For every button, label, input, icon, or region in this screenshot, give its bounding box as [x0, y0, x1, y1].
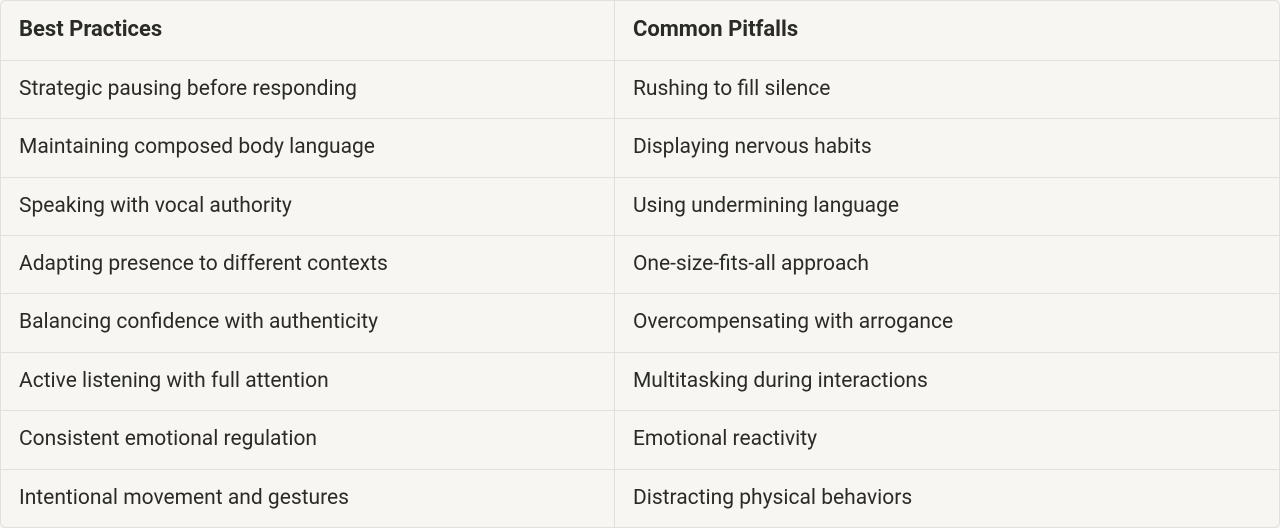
pitfall-cell: Rushing to fill silence: [614, 60, 1279, 118]
best-practice-cell: Speaking with vocal authority: [1, 177, 614, 235]
table-row: Active listening with full attention Mul…: [1, 352, 1279, 410]
best-practice-cell: Strategic pausing before responding: [1, 60, 614, 118]
table-row: Intentional movement and gestures Distra…: [1, 469, 1279, 527]
column-header-common-pitfalls: Common Pitfalls: [614, 1, 1279, 60]
table-header-row: Best Practices Common Pitfalls: [1, 1, 1279, 60]
pitfall-cell: Using undermining language: [614, 177, 1279, 235]
table-row: Adapting presence to different contexts …: [1, 235, 1279, 293]
pitfall-cell: Emotional reactivity: [614, 411, 1279, 469]
best-practice-cell: Consistent emotional regulation: [1, 411, 614, 469]
pitfall-cell: One-size-fits-all approach: [614, 235, 1279, 293]
best-practice-cell: Balancing confidence with authenticity: [1, 294, 614, 352]
table-row: Strategic pausing before responding Rush…: [1, 60, 1279, 118]
pitfall-cell: Overcompensating with arrogance: [614, 294, 1279, 352]
best-practice-cell: Adapting presence to different contexts: [1, 235, 614, 293]
table-row: Balancing confidence with authenticity O…: [1, 294, 1279, 352]
best-practice-cell: Maintaining composed body language: [1, 119, 614, 177]
comparison-table: Best Practices Common Pitfalls Strategic…: [1, 1, 1279, 527]
column-header-best-practices: Best Practices: [1, 1, 614, 60]
pitfall-cell: Distracting physical behaviors: [614, 469, 1279, 527]
best-practice-cell: Intentional movement and gestures: [1, 469, 614, 527]
pitfall-cell: Displaying nervous habits: [614, 119, 1279, 177]
pitfall-cell: Multitasking during interactions: [614, 352, 1279, 410]
best-practice-cell: Active listening with full attention: [1, 352, 614, 410]
table-row: Speaking with vocal authority Using unde…: [1, 177, 1279, 235]
table-row: Maintaining composed body language Displ…: [1, 119, 1279, 177]
table-row: Consistent emotional regulation Emotiona…: [1, 411, 1279, 469]
comparison-table-wrapper: Best Practices Common Pitfalls Strategic…: [0, 0, 1280, 528]
